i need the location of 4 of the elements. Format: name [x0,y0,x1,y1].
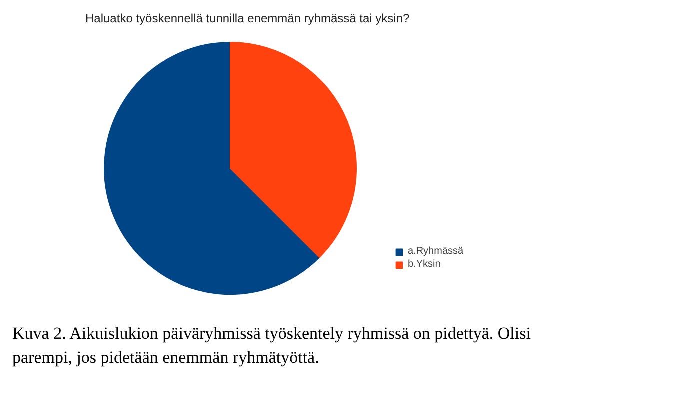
legend-label: b.Yksin [408,259,441,270]
chart-title: Haluatko työskennellä tunnilla enemmän ryhmässä tai yksin? [86,12,410,26]
legend-label: a.Ryhmässä [408,246,464,257]
text: Kuva 2. Aikuislukion päiväryhmissä työskentely ryhmissä on pidettyä. Olisi parempi, jos pidetään enemmän ryhmätyöttä. [12,324,532,367]
